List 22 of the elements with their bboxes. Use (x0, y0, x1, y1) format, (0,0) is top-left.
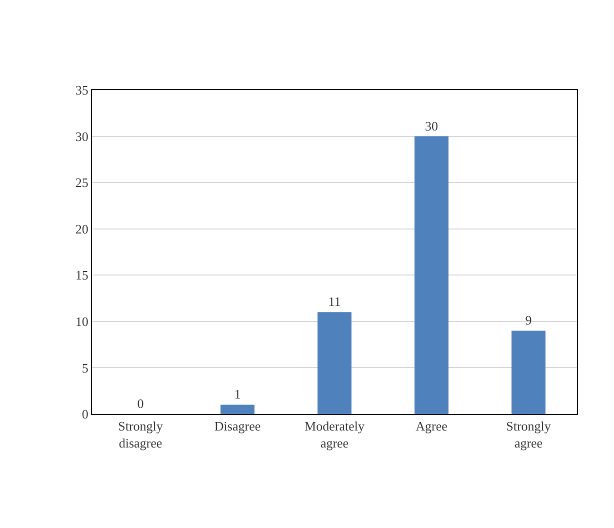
y-tick-label: 30 (75, 128, 88, 144)
bar (318, 312, 352, 414)
x-tick-label: Moderately agree (304, 418, 365, 450)
data-label: 0 (137, 396, 144, 411)
data-label: 11 (328, 294, 341, 310)
y-tick-label: 35 (75, 82, 88, 98)
y-tick-label: 5 (82, 360, 88, 376)
data-label: 1 (234, 386, 241, 402)
y-tick-label: 20 (75, 221, 88, 236)
y-tick-label: 0 (82, 406, 88, 422)
bar (512, 330, 546, 414)
y-tick-label: 10 (75, 314, 88, 329)
x-tick-label: Strongly agree (506, 418, 552, 450)
bar (414, 136, 448, 414)
x-tick-label: Disagree (214, 418, 261, 434)
y-tick-label: 15 (75, 268, 88, 283)
data-label: 30 (425, 118, 438, 134)
x-tick-label: Agree (416, 418, 448, 434)
bar (220, 404, 254, 414)
x-tick-label: Strongly disagree (118, 418, 164, 450)
data-label: 9 (525, 312, 532, 328)
y-tick-label: 25 (75, 175, 88, 190)
